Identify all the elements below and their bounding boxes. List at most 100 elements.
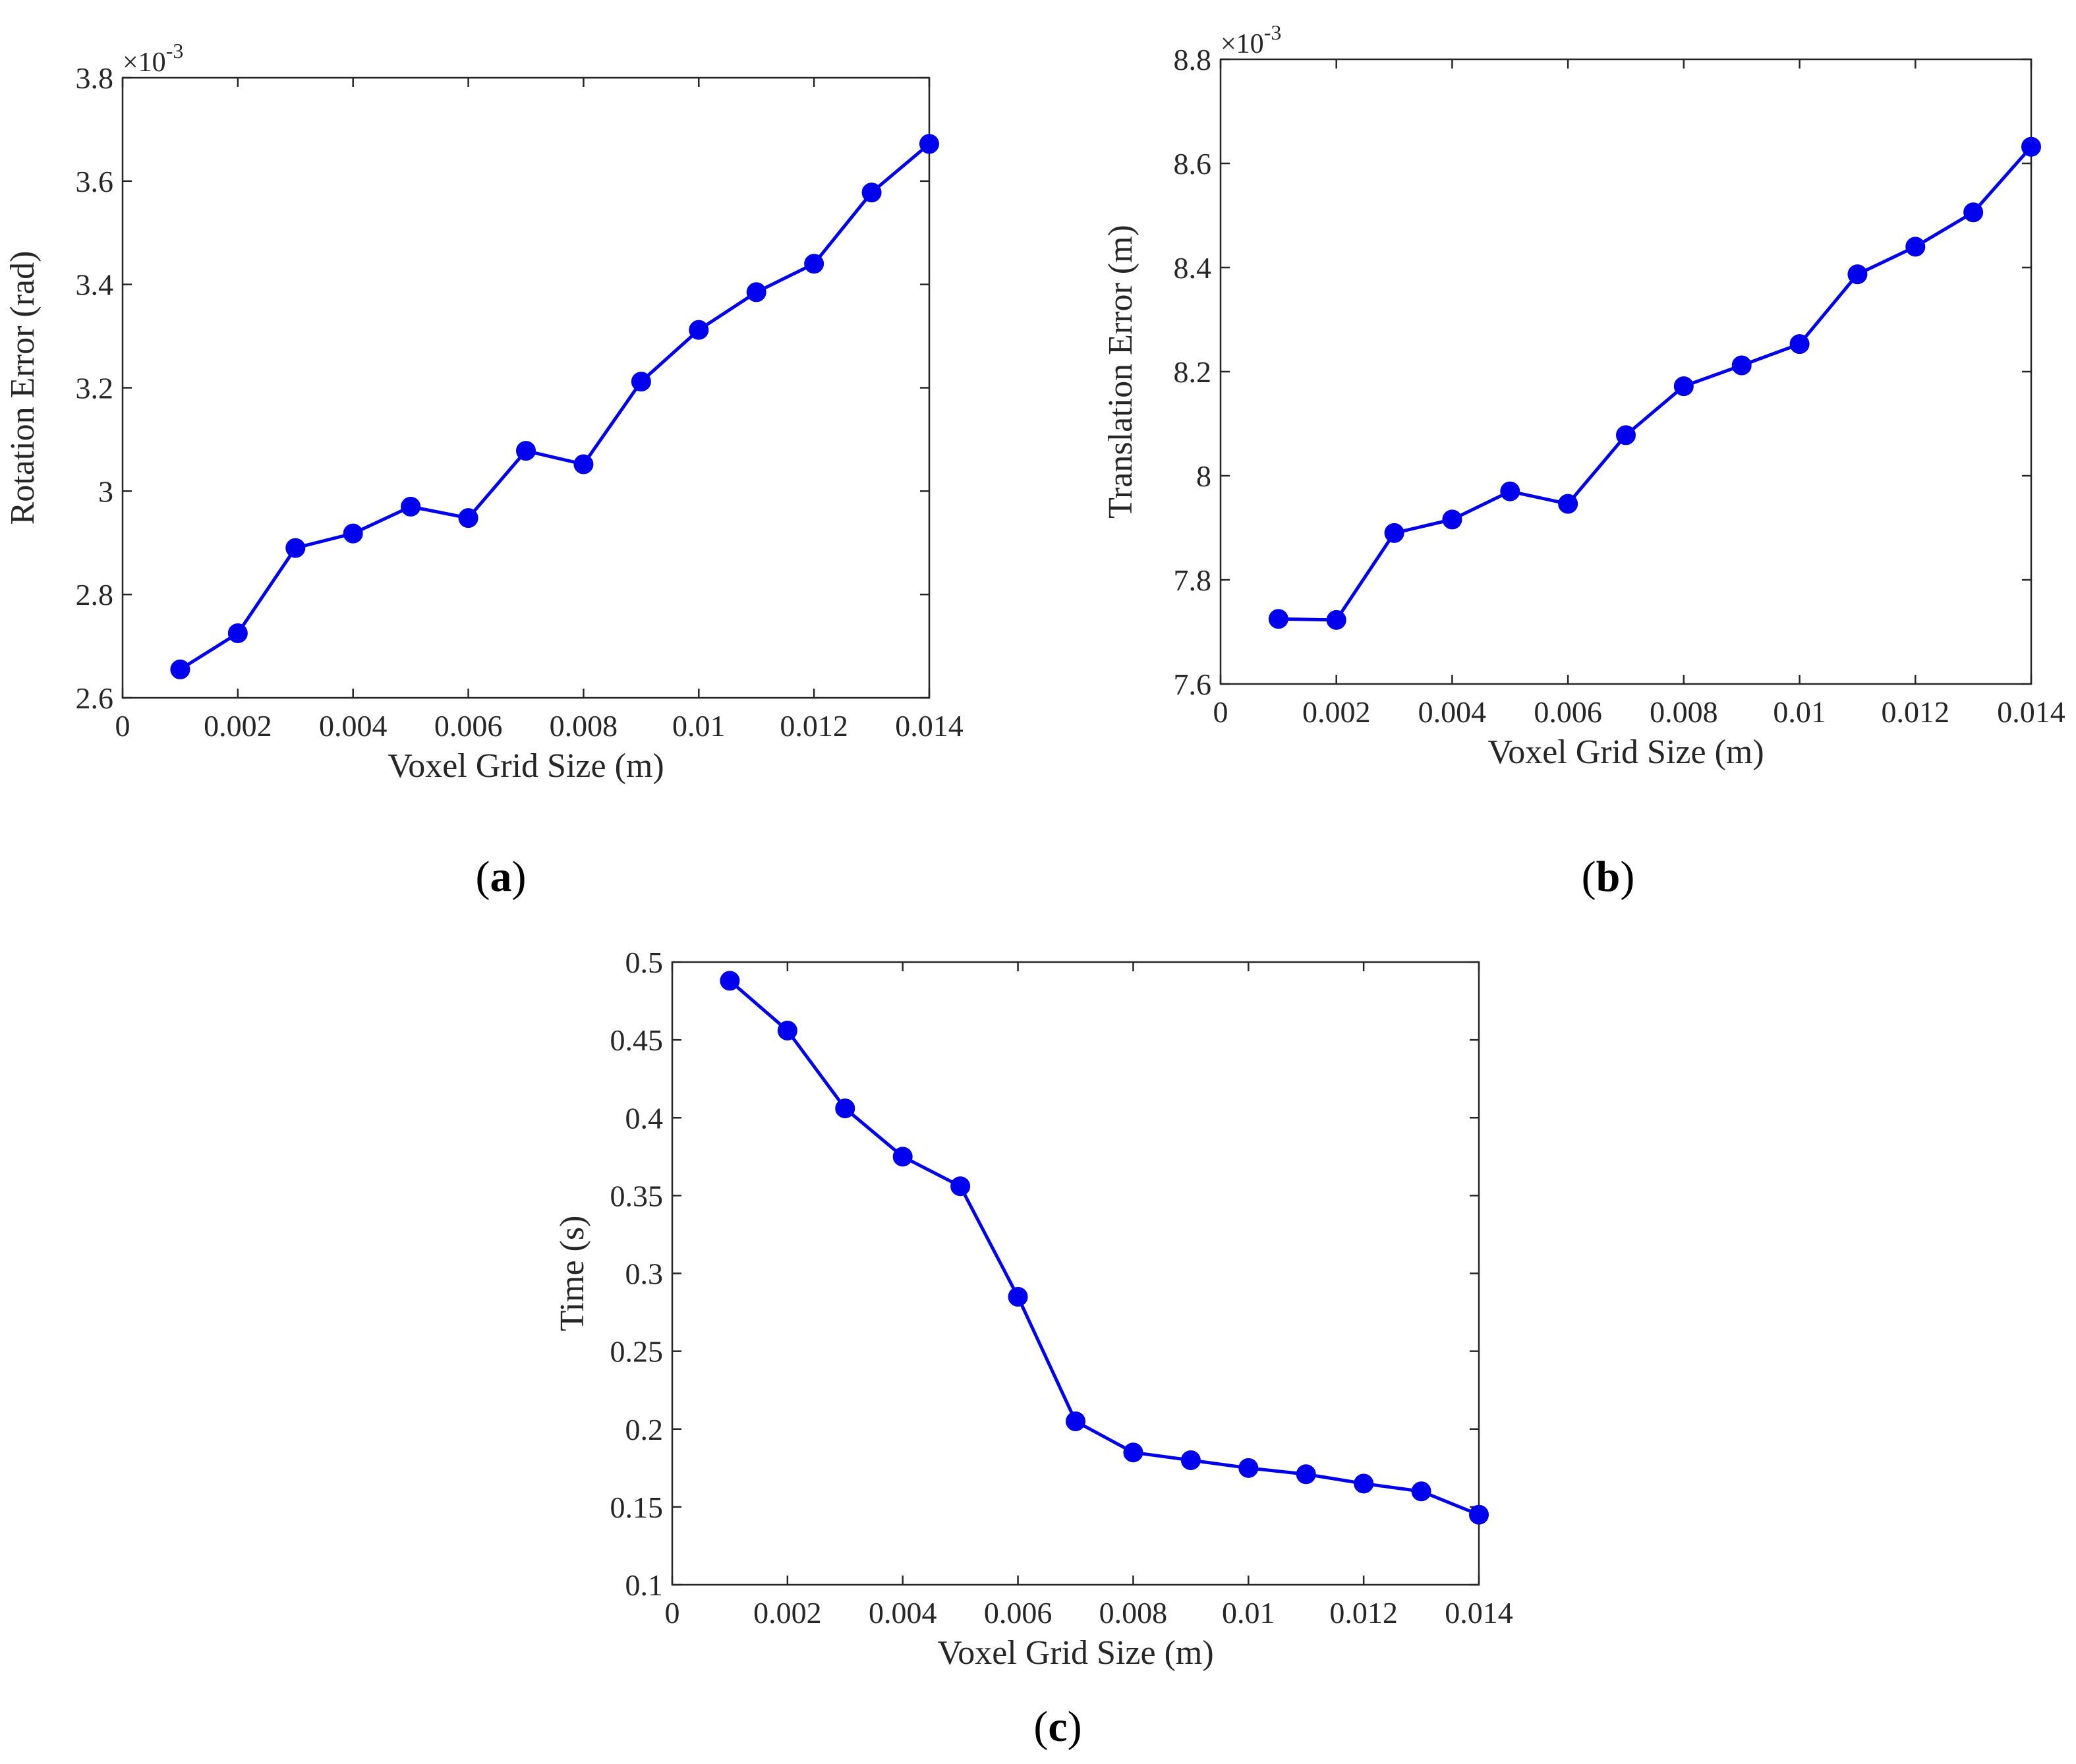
panel-label: (a)	[476, 853, 527, 901]
data-point	[835, 1098, 855, 1119]
y-tick-label: 8.2	[1174, 355, 1212, 389]
data-point	[1384, 523, 1404, 543]
x-tick-label: 0.002	[1302, 695, 1371, 729]
y-tick-label: 0.25	[610, 1335, 664, 1369]
x-tick-label: 0.014	[1997, 695, 2065, 729]
panel-label: (b)	[1582, 853, 1635, 901]
data-point	[1789, 334, 1810, 355]
x-tick-label: 0.004	[319, 709, 388, 743]
series-line	[179, 142, 931, 671]
data-point	[1268, 609, 1288, 629]
y-tick-label: 2.6	[76, 681, 114, 715]
data-point	[919, 134, 939, 154]
data-point	[1847, 264, 1868, 285]
data-point	[1616, 425, 1636, 445]
y-tick-label: 0.4	[625, 1101, 664, 1135]
data-point	[950, 1176, 971, 1197]
data-point	[170, 659, 190, 679]
x-tick-label: 0.008	[550, 709, 618, 743]
data-point	[1296, 1464, 1316, 1485]
data-point	[1008, 1286, 1028, 1307]
data-point	[227, 623, 248, 643]
y-tick-label: 3.2	[76, 372, 114, 405]
data-point	[401, 496, 421, 517]
data-point	[631, 372, 651, 392]
data-point	[516, 441, 536, 461]
data-point	[1326, 610, 1346, 630]
y-tick-label: 7.6	[1174, 668, 1212, 701]
y-tick-label: 0.1	[625, 1568, 664, 1602]
data-point	[861, 183, 882, 203]
x-tick-label: 0	[1213, 695, 1228, 729]
data-point	[892, 1147, 913, 1167]
data-point	[343, 523, 363, 544]
x-axis-label: Voxel Grid Size (m)	[937, 1634, 1213, 1672]
x-tick-label: 0.002	[204, 709, 272, 743]
x-tick-label: 0	[115, 709, 130, 743]
y-tick-label: 8	[1196, 459, 1211, 493]
x-tick-label: 0.008	[1099, 1596, 1168, 1630]
y-tick-label: 3.6	[76, 165, 114, 198]
data-point	[689, 320, 709, 340]
y-tick-label: 8.8	[1174, 43, 1212, 76]
y-tick-label: 0.5	[625, 946, 664, 979]
data-point	[1238, 1458, 1259, 1478]
x-tick-label: 0.01	[672, 709, 726, 743]
data-point	[573, 454, 594, 474]
y-exponent-label: ×10-3	[1221, 20, 1281, 59]
x-axis-label: Voxel Grid Size (m)	[1487, 733, 1764, 771]
series-line	[1278, 146, 2033, 622]
y-tick-label: 0.2	[625, 1413, 664, 1446]
data-point	[1411, 1481, 1431, 1502]
y-tick-label: 0.15	[610, 1491, 664, 1524]
data-point	[1905, 237, 1926, 257]
x-tick-label: 0.004	[1418, 695, 1487, 729]
data-point	[746, 282, 766, 302]
data-point	[1354, 1473, 1374, 1494]
y-axis-label: Time (s)	[554, 1216, 591, 1332]
data-point	[1066, 1411, 1085, 1431]
data-point	[1673, 376, 1694, 397]
data-point	[720, 971, 740, 991]
y-tick-label: 3.8	[76, 61, 114, 95]
x-tick-label: 0.002	[753, 1596, 822, 1630]
panel-label: (c)	[1033, 1703, 1081, 1751]
axes-frame	[1219, 58, 2033, 685]
data-point	[2021, 136, 2041, 157]
y-tick-label: 8.4	[1174, 251, 1212, 285]
data-point	[1500, 481, 1520, 501]
data-point	[1731, 355, 1752, 376]
x-tick-label: 0.006	[434, 709, 503, 743]
series-line	[728, 979, 1480, 1517]
y-tick-label: 0.45	[610, 1023, 664, 1057]
y-exponent-label: ×10-3	[123, 39, 183, 78]
data-point	[1123, 1442, 1143, 1463]
data-point	[1442, 509, 1462, 530]
y-tick-label: 3	[98, 474, 113, 508]
x-tick-label: 0.006	[1534, 695, 1602, 729]
chart-panel-a: 0 0.002 0.004 0.006 0.008 0.01 0.012 0.014 2.6 2.…	[4, 39, 964, 901]
y-tick-label: 7.8	[1174, 563, 1212, 597]
x-tick-label: 0.012	[1329, 1596, 1398, 1630]
data-point	[285, 538, 306, 558]
y-tick-label: 0.3	[625, 1257, 664, 1291]
data-point	[804, 254, 824, 274]
chart-panel-c: 0 0.002 0.004 0.006 0.008 0.01 0.012 0.014 0.1 0.…	[554, 946, 1513, 1751]
x-axis-label: Voxel Grid Size (m)	[388, 747, 664, 785]
data-point	[458, 508, 478, 528]
data-point	[1469, 1504, 1489, 1525]
x-tick-label: 0.012	[780, 709, 848, 743]
chart-panel-b: 0 0.002 0.004 0.006 0.008 0.01 0.012 0.014 7.6 7.…	[1102, 20, 2065, 901]
y-tick-label: 8.6	[1174, 147, 1212, 181]
y-tick-label: 2.8	[76, 578, 114, 612]
data-point	[1180, 1450, 1201, 1470]
y-axis-label: Translation Error (m)	[1102, 225, 1139, 519]
axes-frame	[121, 76, 931, 699]
x-tick-label: 0.004	[869, 1596, 937, 1630]
data-point	[1558, 494, 1578, 514]
x-tick-label: 0.014	[1445, 1596, 1513, 1630]
y-axis-label: Rotation Error (rad)	[4, 251, 42, 525]
data-point	[777, 1020, 797, 1040]
x-tick-label: 0.012	[1882, 695, 1950, 729]
